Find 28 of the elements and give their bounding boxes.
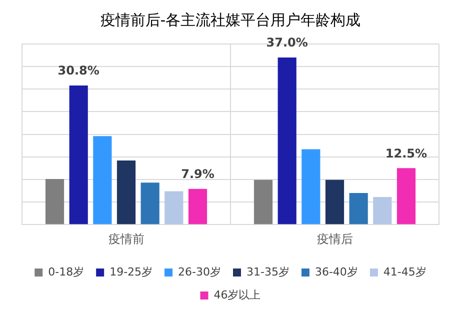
bar [188,188,208,224]
data-label: 37.0% [266,36,308,50]
legend-label: 19-25岁 [110,265,153,278]
bar [116,160,136,224]
bar [93,136,112,224]
data-label: 7.9% [181,167,214,182]
data-label: 30.8% [58,64,100,78]
data-label: 12.5% [385,146,428,160]
bar [349,192,368,224]
legend-label: 36-40岁 [314,265,358,278]
legend-label: 31-35岁 [246,265,290,278]
bar [325,180,344,224]
bar [278,58,296,224]
bar [302,149,320,224]
bar [373,197,392,224]
bar [69,86,88,224]
legend-label: 46岁以上 [214,288,261,302]
legend-label: 0-18岁 [48,265,84,278]
bar [254,180,273,224]
x-tick-label: 疫情后 [316,232,353,246]
bar [140,182,160,224]
legend-label: 41-45岁 [383,265,426,278]
bar [45,179,64,224]
x-tick-label: 疫情前 [108,232,144,246]
legend-label: 26-30岁 [178,265,222,278]
chart-title: 疫情前后-各主流社媒平台用户年龄构成 [100,10,361,29]
bar [396,168,416,224]
bar [164,191,184,224]
